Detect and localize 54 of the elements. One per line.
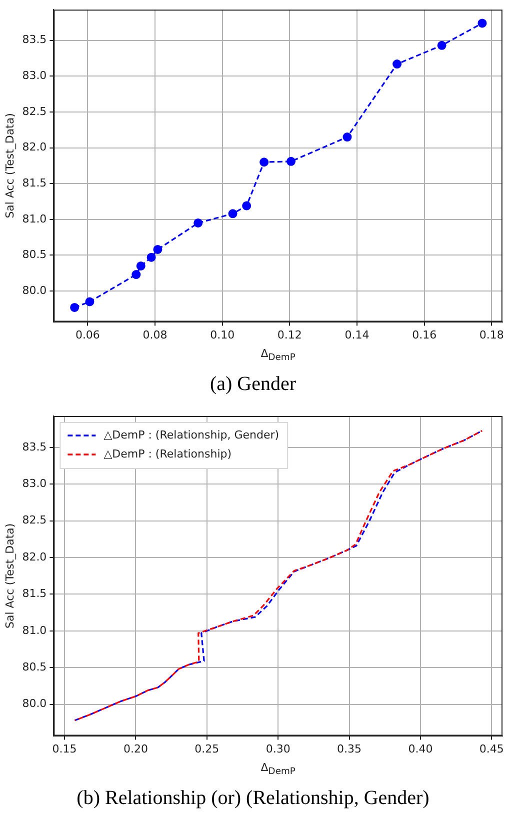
legend-label: △DemP : (Relationship, Gender): [104, 428, 280, 442]
x-tick-label: 0.18: [479, 328, 504, 342]
point: [132, 270, 141, 280]
y-tick-label: 83.0: [22, 477, 47, 490]
y-tick-label: 80.0: [22, 697, 47, 710]
point: [153, 244, 162, 254]
x-tick-label: 0.35: [337, 742, 362, 756]
y-tick-label: 83.0: [22, 69, 47, 82]
y-tick-label: 82.5: [22, 104, 47, 118]
y-axis-title: Sal Acc (Test_Data): [3, 523, 16, 629]
x-tick-label: 0.12: [277, 328, 302, 342]
y-axis-title: Sal Acc (Test_Data): [3, 113, 16, 218]
x-tick-label: 0.06: [75, 328, 100, 342]
point: [194, 218, 203, 228]
x-tick-label: 0.40: [408, 742, 433, 756]
x-tick-label: 0.16: [412, 328, 437, 342]
text: (b) Relationship (or) (Relationship, Gender): [76, 787, 430, 810]
legend-label: △DemP : (Relationship): [104, 447, 232, 460]
y-tick-label: 80.5: [22, 660, 47, 674]
x-tick-label: 0.14: [344, 328, 370, 342]
x-tick-label: 0.25: [194, 742, 220, 756]
line-series: [74, 430, 483, 722]
x-tick-label: 0.45: [479, 742, 504, 756]
y-tick-label: 80.0: [22, 284, 47, 297]
y-tick-label: 82.5: [22, 514, 47, 527]
y-tick-label: 81.5: [22, 176, 47, 190]
point: [286, 156, 296, 166]
y-tick-label: 81.0: [22, 212, 47, 226]
point: [242, 201, 252, 210]
x-axis-title: Δ$_{DemP}$: [260, 761, 296, 778]
x-tick-label: 0.08: [142, 328, 168, 342]
point: [260, 158, 269, 167]
y-tick-label: 80.5: [22, 248, 47, 262]
y-tick-label: 83.5: [22, 33, 47, 46]
point: [437, 40, 446, 50]
x-tick-label: 0.15: [52, 742, 77, 756]
y-tick-label: 83.5: [22, 440, 47, 454]
point: [228, 209, 238, 218]
x-tick-label: 0.10: [210, 328, 235, 342]
point: [146, 252, 156, 262]
point: [342, 132, 352, 142]
point: [392, 60, 402, 69]
x-axis-title: Δ$_{DemP}$: [260, 347, 296, 364]
y-tick-label: 81.5: [22, 587, 47, 600]
point: [478, 18, 487, 28]
x-tick-label: 0.30: [266, 742, 290, 756]
y-tick-label: 81.0: [22, 624, 47, 637]
y-tick-label: 82.0: [22, 140, 47, 154]
text: (a) Gender: [210, 373, 296, 396]
point: [136, 261, 146, 270]
x-tick-label: 0.20: [123, 742, 148, 756]
point: [85, 297, 94, 306]
y-tick-label: 82.0: [22, 550, 47, 564]
point: [70, 302, 80, 312]
